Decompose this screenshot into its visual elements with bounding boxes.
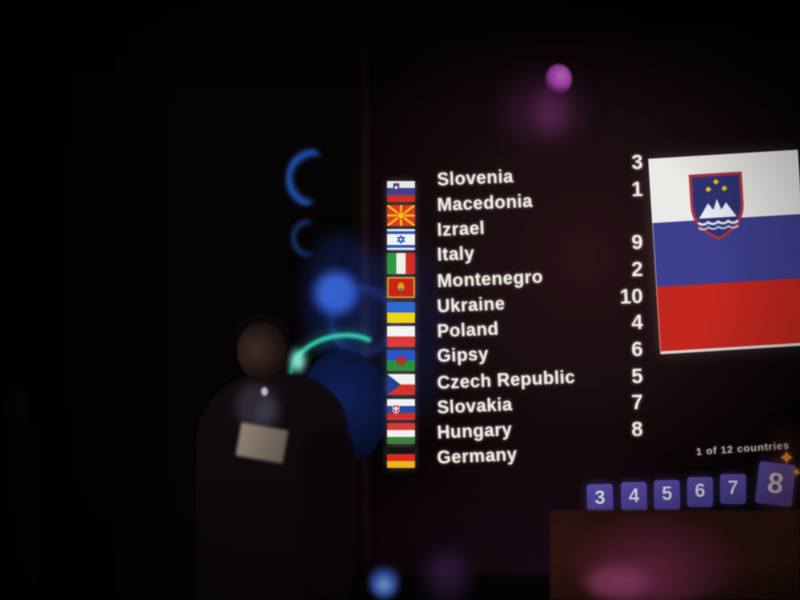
israel-flag-icon	[387, 229, 415, 250]
country-name: Ukraine	[436, 293, 506, 317]
italy-flag-icon	[387, 253, 415, 274]
pink-stage-glow	[586, 566, 648, 600]
gipsy-flag-icon	[387, 350, 415, 371]
hungary-flag-icon	[387, 423, 415, 444]
purple-stage-glow	[426, 554, 468, 600]
country-score	[585, 443, 644, 471]
country-score: 5	[630, 364, 644, 389]
slovenia-flag-icon	[387, 181, 415, 202]
country-name: Germany	[436, 444, 518, 468]
country-name: Italy	[436, 243, 475, 265]
slovakia-flag-icon	[387, 399, 415, 420]
country-score: 3	[630, 150, 644, 175]
country-name: Gipsy	[436, 343, 489, 367]
points-square: 6	[687, 477, 713, 507]
country-score: 4	[630, 310, 644, 335]
foreground-person-arm	[300, 430, 358, 600]
country-score: 10	[619, 284, 644, 309]
montenegro-flag-icon	[387, 277, 415, 298]
country-name: Macedonia	[436, 190, 534, 216]
country-name: Poland	[436, 318, 500, 342]
germany-flag-icon	[387, 447, 415, 468]
points-square: 4	[620, 481, 648, 513]
macedonia-flag-icon	[387, 205, 415, 226]
country-score: 2	[630, 257, 644, 282]
czech-flag-icon	[387, 374, 415, 395]
shirt-highlight	[255, 400, 281, 426]
slovenia-coat-of-arms-icon	[688, 171, 744, 241]
points-square: 5	[653, 479, 681, 511]
bokeh-crescent-icon	[282, 145, 330, 209]
country-score: 7	[630, 390, 644, 415]
shirt-glint	[261, 387, 268, 396]
background-person-body	[0, 424, 40, 600]
purple-flare-tail	[534, 89, 566, 131]
country-score: 1	[630, 177, 644, 202]
country-score: 8	[630, 417, 644, 442]
country-name: Slovakia	[436, 394, 513, 418]
slovenia-flag-large-icon	[648, 149, 800, 355]
poland-flag-icon	[387, 326, 415, 347]
country-name: Izrael	[436, 217, 486, 241]
country-score: 6	[630, 337, 644, 362]
blue-stage-glow	[368, 562, 400, 600]
country-name: Montenegro	[436, 266, 544, 292]
country-score	[585, 203, 644, 231]
country-name: Slovenia	[436, 166, 514, 190]
points-square: 7	[720, 474, 746, 504]
country-score: 9	[630, 230, 644, 255]
red-light-streak	[768, 428, 800, 523]
country-name: Hungary	[436, 419, 513, 443]
ukraine-flag-icon	[387, 302, 415, 323]
foreground-person-head	[237, 322, 287, 380]
background-person-head	[2, 386, 28, 428]
bokeh-arc-highlight	[291, 350, 305, 372]
